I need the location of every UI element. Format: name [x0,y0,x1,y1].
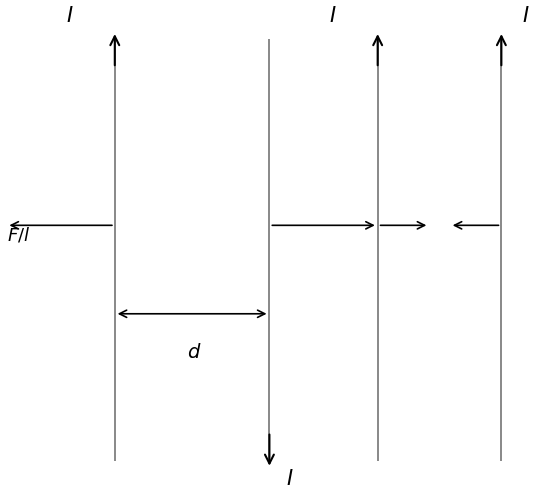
Text: $F/l$: $F/l$ [7,226,30,245]
Text: $I$: $I$ [66,6,73,26]
Text: $I$: $I$ [522,6,530,26]
Text: $I$: $I$ [286,469,294,489]
Text: $I$: $I$ [329,6,336,26]
Text: $d$: $d$ [188,343,202,362]
